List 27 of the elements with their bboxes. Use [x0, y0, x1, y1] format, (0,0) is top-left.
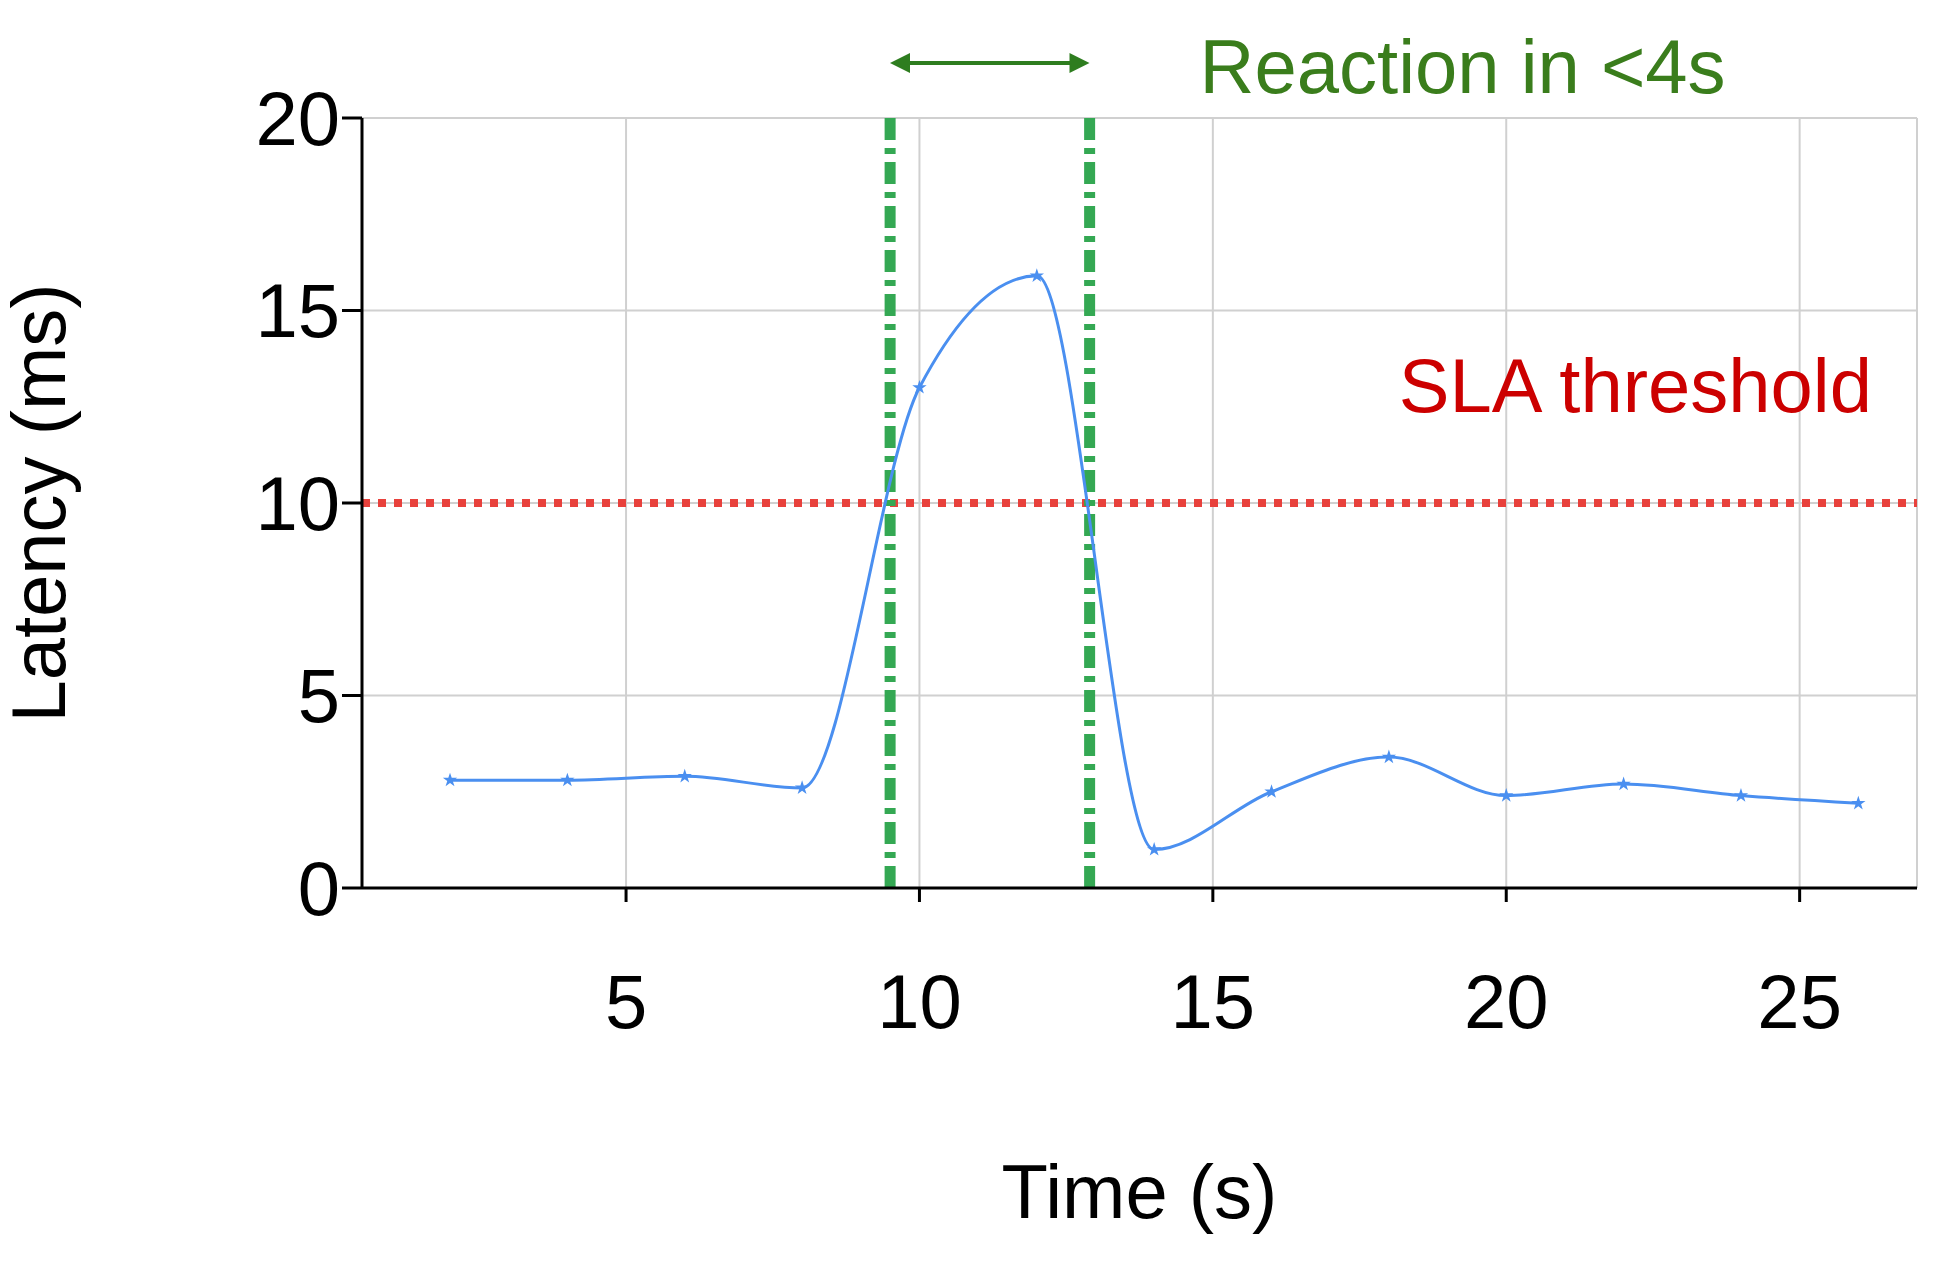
point — [1733, 788, 1749, 802]
point — [1029, 268, 1044, 282]
point — [794, 780, 810, 795]
y-tick-label: 20 — [255, 75, 340, 161]
text: Reaction in <4s — [1199, 23, 1726, 110]
x-axis-title: Time (s) — [1001, 1149, 1278, 1234]
y-tick-label: 0 — [297, 845, 340, 931]
point — [677, 768, 692, 783]
y-tick-label: 10 — [255, 460, 340, 546]
point — [560, 772, 575, 787]
point — [442, 772, 458, 787]
x-tick-label: 10 — [877, 958, 962, 1044]
y-tick-label: 15 — [255, 268, 340, 354]
x-tick-label: 15 — [1170, 958, 1256, 1044]
point — [1499, 788, 1514, 802]
y-axis-title: Latency (ms) — [0, 283, 81, 723]
point — [1264, 784, 1279, 798]
ref-line-label: SLA threshold — [1398, 342, 1872, 428]
point — [1381, 749, 1397, 764]
x-tick-label: 20 — [1463, 958, 1549, 1044]
point — [1616, 776, 1631, 791]
point — [912, 379, 927, 394]
point — [1851, 795, 1866, 810]
x-tick-label: 25 — [1757, 958, 1842, 1044]
y-tick-label: 5 — [297, 653, 340, 739]
point — [1146, 841, 1162, 856]
x-tick-label: 5 — [604, 958, 648, 1044]
